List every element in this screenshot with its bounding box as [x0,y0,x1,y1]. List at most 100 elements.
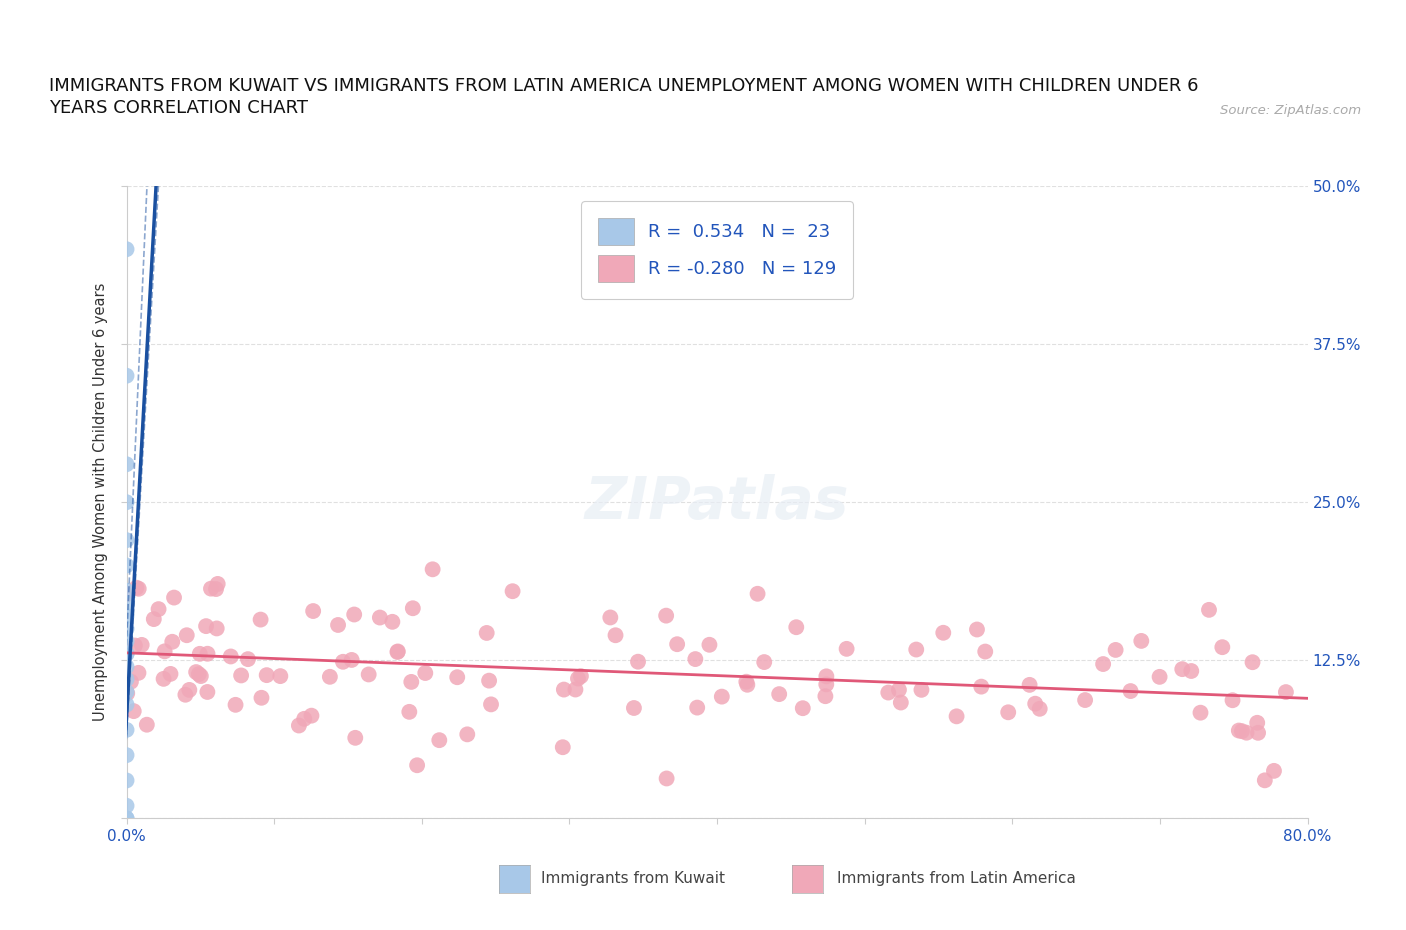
Point [195,684,218,699]
Point [229,668,252,683]
Point [148,602,170,617]
Point [1246,715,1268,730]
Text: Immigrants from Kuwait: Immigrants from Kuwait [541,871,725,886]
Point [398,704,420,719]
Point [737,677,759,692]
Point [666,637,689,652]
Point [686,700,709,715]
Point [815,669,838,684]
Point [115,608,138,623]
Point [219,649,242,664]
Point [187,667,209,682]
Point [115,748,138,763]
Point [115,686,138,701]
Point [655,608,678,623]
Point [785,619,807,634]
Point [344,730,367,745]
Point [551,739,574,754]
Point [200,581,222,596]
Point [115,621,138,636]
Point [685,652,707,667]
Point [997,705,1019,720]
Point [124,638,146,653]
Point [115,671,138,686]
Point [887,683,910,698]
Point [456,727,478,742]
Point [1247,725,1270,740]
Point [131,637,153,652]
Point [877,685,900,700]
Text: Source: ZipAtlas.com: Source: ZipAtlas.com [1220,104,1361,117]
Point [115,583,138,598]
Point [326,618,349,632]
Point [162,634,184,649]
Point [368,610,391,625]
Point [381,615,404,630]
Point [115,242,138,257]
Point [945,709,967,724]
Point [179,683,201,698]
Point [387,644,409,659]
Point [1254,773,1277,788]
Point [128,581,150,596]
Point [747,586,769,601]
Point [1211,640,1233,655]
Point [176,628,198,643]
Legend: R =  0.534   N =  23, R = -0.280   N = 129: R = 0.534 N = 23, R = -0.280 N = 129 [582,202,852,299]
Point [1227,724,1250,738]
Point [292,711,315,726]
Point [288,718,311,733]
Point [250,690,273,705]
Point [1092,657,1115,671]
Point [225,698,247,712]
Point [735,674,758,689]
Point [1189,705,1212,720]
Point [152,671,174,686]
Point [1241,655,1264,670]
Point [186,665,208,680]
Point [332,655,354,670]
Point [655,771,678,786]
Point [446,670,468,684]
Point [115,495,138,510]
Text: Immigrants from Latin America: Immigrants from Latin America [837,871,1076,886]
Point [478,673,501,688]
Point [564,682,586,697]
Point [319,670,342,684]
Point [475,626,498,641]
Point [135,717,157,732]
Point [142,612,165,627]
Point [623,700,645,715]
Point [427,733,450,748]
Point [188,646,211,661]
Point [1028,701,1050,716]
Point [502,584,524,599]
Point [115,533,138,548]
Point [1130,633,1153,648]
Point [402,601,425,616]
Point [120,674,142,689]
Point [710,689,733,704]
Point [406,758,429,773]
Point [966,622,988,637]
Text: YEARS CORRELATION CHART: YEARS CORRELATION CHART [49,100,308,117]
Point [115,723,138,737]
Point [207,577,229,591]
Point [302,604,325,618]
Point [205,581,228,596]
Point [197,646,219,661]
Point [890,695,912,710]
Point [905,642,928,657]
Point [387,644,409,658]
Point [115,646,138,661]
Point [115,698,138,712]
Point [195,618,218,633]
Point [115,684,138,699]
Point [127,665,149,680]
Point [115,558,138,573]
Point [932,625,955,640]
Point [605,628,627,643]
Point [115,659,138,674]
Point [401,674,423,689]
Text: IMMIGRANTS FROM KUWAIT VS IMMIGRANTS FROM LATIN AMERICA UNEMPLOYMENT AMONG WOMEN: IMMIGRANTS FROM KUWAIT VS IMMIGRANTS FRO… [49,77,1199,95]
